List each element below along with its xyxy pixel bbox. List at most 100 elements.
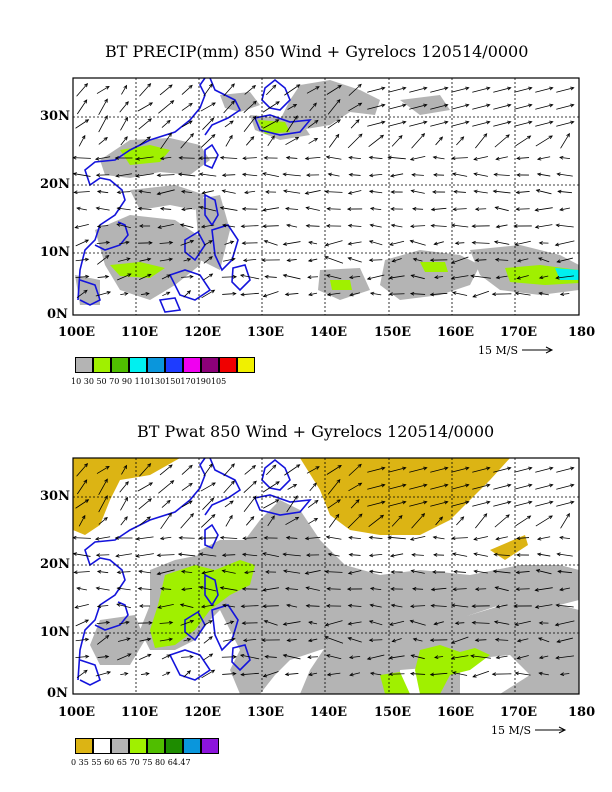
wind-vector-head — [515, 587, 520, 592]
wind-vector — [558, 190, 572, 194]
wind-vector-head — [314, 119, 319, 124]
wind-vector — [285, 588, 299, 590]
wind-vector-head — [390, 223, 396, 228]
wind-vector — [136, 553, 154, 557]
wind-vector — [225, 135, 233, 147]
wind-vector-head — [147, 257, 152, 262]
wind-vector — [224, 621, 234, 625]
wind-vector — [283, 621, 301, 625]
wind-vector — [181, 190, 193, 194]
wind-vector-head — [507, 103, 512, 108]
wind-vector-head — [357, 83, 362, 88]
wind-vector-head — [559, 207, 564, 212]
wind-vector-head — [96, 604, 102, 609]
wind-vector-head — [211, 133, 216, 138]
wind-vector — [309, 482, 317, 492]
wind-vector — [514, 104, 532, 110]
wind-vector-head — [262, 552, 267, 556]
wind-vector — [223, 258, 235, 262]
wind-vector-head — [73, 570, 78, 575]
wind-vector-head — [493, 240, 499, 245]
wind-vector-head — [324, 635, 329, 640]
wind-vector-head — [114, 156, 119, 160]
wind-vector — [305, 570, 321, 574]
wind-vector — [306, 207, 320, 211]
wind-vector — [452, 672, 468, 676]
wind-vector-head — [559, 155, 564, 160]
wind-vector-head — [460, 136, 465, 141]
wind-vector — [287, 259, 297, 261]
wind-vector-head — [229, 500, 234, 505]
wind-vector — [73, 553, 91, 557]
wind-vector-head — [347, 621, 352, 626]
p1-reference-label: 15 M/S — [478, 344, 518, 357]
wind-vector — [199, 206, 217, 212]
wind-vector — [159, 242, 173, 244]
wind-vector-head — [84, 119, 90, 123]
wind-vector-head — [308, 620, 313, 625]
wind-vector-head — [282, 552, 287, 557]
wind-vector — [243, 480, 257, 494]
wind-vector — [74, 191, 90, 193]
wind-vector — [348, 225, 362, 227]
wind-vector — [97, 190, 109, 194]
wind-vector-head — [156, 191, 161, 196]
wind-vector-head — [536, 552, 542, 557]
wind-vector — [285, 136, 299, 146]
pwat-shading — [73, 458, 579, 694]
wind-vector — [451, 484, 469, 490]
wind-vector — [555, 240, 575, 246]
wind-vector — [409, 104, 427, 110]
wind-vector-head — [148, 102, 154, 106]
wind-vector-head — [168, 240, 174, 245]
wind-vector-head — [388, 655, 393, 660]
wind-vector — [517, 275, 529, 279]
wind-vector — [73, 537, 91, 539]
colorbar-swatch — [93, 357, 111, 373]
wind-vector-head — [554, 242, 560, 247]
wind-vector — [495, 639, 509, 641]
wind-vector-head — [368, 258, 374, 263]
wind-vector-head — [452, 291, 457, 295]
wind-vector-head — [232, 671, 237, 676]
colorbar-swatch — [201, 738, 219, 754]
wind-vector-head — [262, 293, 268, 298]
wind-vector — [515, 515, 531, 527]
wind-vector — [392, 258, 402, 262]
wind-vector-head — [125, 620, 130, 625]
wind-vector — [183, 670, 191, 678]
wind-vector-head — [474, 587, 480, 591]
wind-vector — [264, 620, 278, 626]
p1-xtick-170e: 170E — [500, 325, 538, 340]
wind-vector — [325, 191, 343, 193]
wind-vector — [137, 102, 153, 112]
p2-xtick-160e: 160E — [437, 705, 475, 720]
wind-vector-head — [486, 120, 491, 125]
wind-vector-head — [84, 463, 89, 468]
wind-vector-head — [294, 115, 298, 120]
wind-vector-head — [368, 240, 374, 244]
wind-vector-head — [430, 587, 436, 592]
wind-vector — [76, 463, 88, 477]
wind-vector — [139, 638, 151, 642]
wind-vector — [136, 156, 154, 160]
wind-vector-head — [105, 634, 110, 639]
wind-vector — [308, 241, 318, 245]
wind-vector — [136, 173, 154, 177]
wind-vector-head — [358, 513, 363, 518]
wind-vector-head — [124, 292, 129, 296]
wind-vector-head — [219, 206, 225, 210]
wind-vector-head — [474, 638, 479, 643]
p1-xtick-140e: 140E — [310, 325, 348, 340]
wind-vector — [201, 224, 215, 228]
wind-vector-head — [473, 172, 478, 177]
wind-vector — [430, 672, 448, 676]
wind-vector — [245, 516, 255, 526]
wind-vector-head — [538, 291, 543, 296]
wind-vector-head — [528, 103, 533, 108]
colorbar-swatch — [129, 738, 147, 754]
wind-vector — [180, 240, 194, 246]
wind-vector — [560, 673, 570, 675]
wind-vector-head — [549, 466, 554, 471]
wind-vector-head — [324, 622, 330, 627]
